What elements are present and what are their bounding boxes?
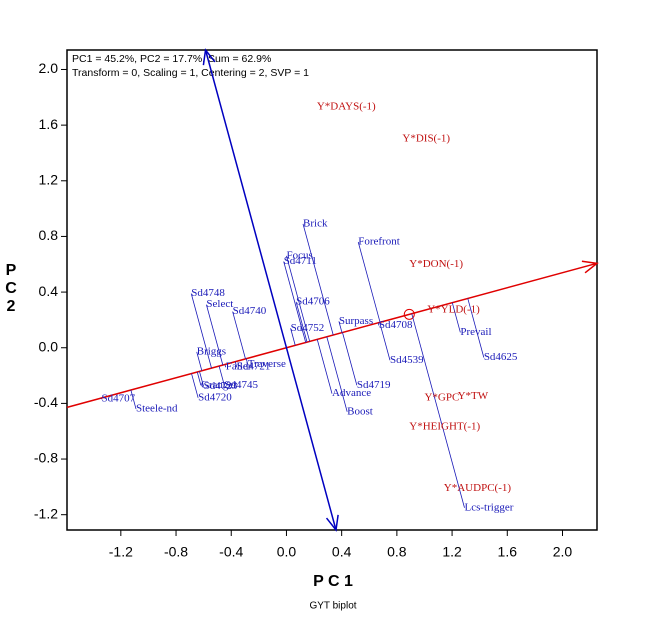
genotype-label: Sd4625 [484, 351, 518, 363]
projection-line [377, 322, 380, 326]
plot-frame [66, 49, 598, 531]
genotype-label: Faller [226, 361, 252, 373]
projection-line [190, 293, 212, 369]
genotype-label: Surpass [339, 315, 373, 327]
genotype-label: Select [206, 298, 233, 310]
projection-line [196, 351, 203, 371]
x-tick-label: 1.2 [442, 544, 462, 560]
y-tick-label: 2.0 [39, 60, 59, 76]
trait-label: Y*GPC [424, 391, 459, 403]
genotype-label: Granger [201, 379, 237, 391]
arrow-head [202, 48, 216, 66]
genotype-label: Sd4711 [284, 255, 317, 267]
projection-line [302, 223, 334, 336]
projection-line [357, 241, 381, 323]
projection-line [467, 298, 485, 358]
projection-line [199, 371, 205, 387]
y-tick-label: 0.0 [39, 338, 59, 354]
projection-line [316, 339, 333, 394]
genotype-label: Forefront [358, 236, 400, 248]
genotype-label: Lcs-trigger [465, 501, 514, 513]
genotype-label: Steele-nd [136, 402, 178, 414]
projection-line [451, 302, 461, 333]
x-tick-label: -0.4 [219, 544, 243, 560]
genotype-label: Sd4748 [191, 287, 225, 299]
x-tick-label: 1.6 [498, 544, 518, 560]
caption: GYT biplot [309, 601, 356, 612]
x-tick-label: 0.4 [332, 544, 352, 560]
trait-label: Y*AUDPC(-1) [444, 482, 512, 494]
projection-line [290, 328, 296, 346]
projection-line [411, 313, 465, 508]
arrow-head [581, 260, 599, 274]
x-tick-label: 0.8 [387, 544, 407, 560]
trait-label: Y*TW [458, 390, 489, 402]
genotype-label: Sd4745 [224, 379, 258, 391]
header-line: Transform = 0, Scaling = 1, Centering = … [72, 67, 309, 79]
trait-label: Y*DAYS(-1) [317, 101, 376, 113]
y-tick-label: -0.4 [34, 394, 58, 410]
genotype-label: Sd4752 [291, 322, 325, 334]
y-tick-label: -0.8 [34, 450, 58, 466]
projection-line [326, 336, 348, 412]
genotype-label: Sd4723 [204, 380, 238, 392]
trait-label: Y*DON(-1) [409, 258, 463, 270]
header-line: PC1 = 45.2%, PC2 = 17.7%, Sum = 62.9% [72, 53, 271, 65]
x-tick-label: -1.2 [109, 544, 133, 560]
genotype-label: Focus [286, 249, 312, 261]
genotype-label: Prevail [460, 326, 491, 338]
x-tick-label: 2.0 [553, 544, 573, 560]
genotype-label: Boost [347, 405, 373, 417]
projection-line [234, 361, 238, 368]
projection-line [232, 311, 246, 359]
x-tick-label: 0.0 [277, 544, 297, 560]
genotype-label: Sd4721 [237, 361, 271, 373]
genotype-label: Sd4719 [357, 379, 391, 391]
projection-line [286, 255, 311, 342]
genotype-label: Sd4708 [379, 319, 413, 331]
y-axis-label: P C 2 [5, 262, 17, 315]
y-tick-label: 1.6 [39, 116, 59, 132]
trait-label: Y*HEIGHT(-1) [409, 421, 480, 433]
x-axis-label: P C 1 [313, 573, 353, 590]
genotype-label: Brick [303, 217, 328, 229]
projection-line [206, 304, 224, 366]
y-tick-label: 1.2 [39, 171, 59, 187]
projection-line [191, 373, 199, 398]
projection-line [245, 358, 249, 365]
genotype-label: Sd4740 [233, 305, 267, 317]
ordinate-axis [204, 49, 337, 531]
projection-line [218, 365, 225, 386]
average-axis [66, 262, 598, 409]
average-marker [403, 308, 415, 320]
y-tick-label: 0.8 [39, 227, 59, 243]
projection-line [338, 321, 343, 333]
genotype-label: Sd4707 [102, 393, 136, 405]
genotype-label: Traverse [248, 358, 286, 370]
genotype-label: Sd4706 [296, 295, 330, 307]
projection-line [224, 364, 227, 368]
y-tick-label: 0.4 [39, 283, 59, 299]
arrow-head [325, 514, 339, 532]
projection-line [379, 322, 391, 361]
trait-label: Y*DIS(-1) [402, 133, 450, 145]
x-tick-label: -0.8 [164, 544, 188, 560]
projection-line [295, 301, 308, 343]
genotype-label: Briggs [197, 345, 226, 357]
genotype-label: Advance [332, 387, 371, 399]
trait-label: Y*YLD(-1) [427, 304, 480, 316]
projection-line [130, 389, 137, 410]
genotype-label: Sd4720 [198, 391, 232, 403]
genotype-label: Sd4539 [390, 354, 424, 366]
y-tick-label: -1.2 [34, 505, 58, 521]
projection-line [342, 332, 358, 386]
projection-line [196, 371, 202, 386]
projection-line [283, 261, 307, 343]
